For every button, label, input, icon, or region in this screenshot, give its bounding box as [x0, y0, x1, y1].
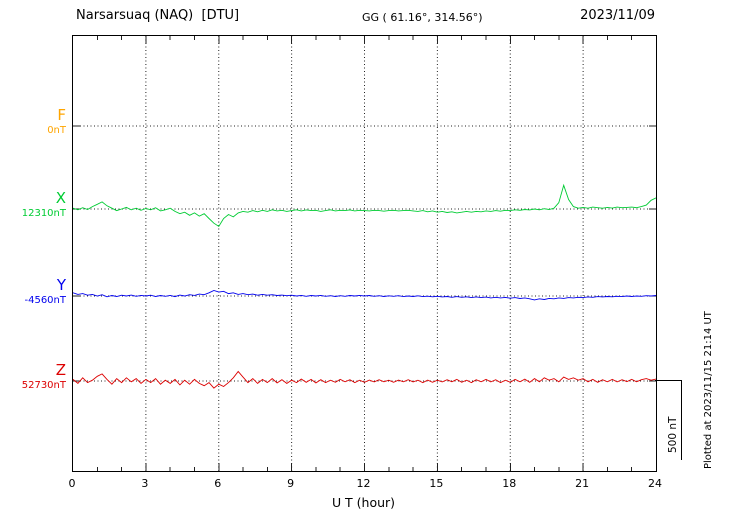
- trace-label-x: X 12310nT: [0, 191, 66, 219]
- trace-letter-x: X: [55, 189, 66, 207]
- trace-baseline-value-y: -4560nT: [24, 295, 66, 306]
- trace-label-f: F 0nT: [0, 108, 66, 136]
- x-tick-label: 18: [502, 477, 517, 490]
- scale-bar: [681, 380, 682, 460]
- plot-area: [72, 35, 657, 472]
- trace-letter-f: F: [57, 106, 66, 124]
- x-tick-label: 12: [356, 477, 371, 490]
- trace-letter-z: Z: [55, 361, 66, 379]
- trace-letter-y: Y: [56, 276, 66, 294]
- x-tick-label: 6: [214, 477, 222, 490]
- trace-label-z: Z 52730nT: [0, 363, 66, 391]
- coords-label: GG ( 61.16°, 314.56°): [362, 11, 483, 24]
- plot-timestamp-note: Plotted at 2023/11/15 21:14 UT: [703, 311, 714, 469]
- x-tick-label: 9: [287, 477, 295, 490]
- x-tick-label: 24: [648, 477, 662, 490]
- trace-label-y: Y -4560nT: [0, 278, 66, 306]
- scale-bar-top-line: [655, 380, 682, 381]
- scale-bar-label: 500 nT: [667, 416, 679, 453]
- trace-baseline-value-x: 12310nT: [21, 208, 66, 219]
- x-tick-label: 21: [575, 477, 590, 490]
- x-tick-label: 0: [68, 477, 76, 490]
- station-title: Narsarsuaq (NAQ) [DTU]: [76, 8, 240, 23]
- x-tick-label: 15: [429, 477, 444, 490]
- magnetogram-svg: [73, 36, 656, 471]
- x-tick-label: 3: [141, 477, 149, 490]
- x-axis-label: U T (hour): [331, 495, 396, 510]
- trace-baseline-value-z: 52730nT: [21, 380, 66, 391]
- date-label: 2023/11/09: [580, 8, 655, 23]
- trace-baseline-value-f: 0nT: [47, 125, 66, 136]
